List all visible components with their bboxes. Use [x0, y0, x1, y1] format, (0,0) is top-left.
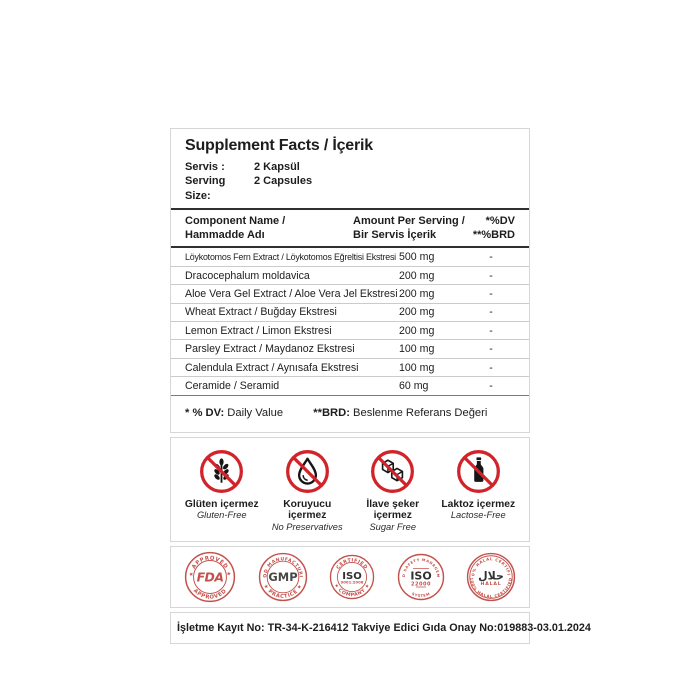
- table-row: Löykotomos Fern Extract / Löykotomos Eğr…: [185, 251, 493, 264]
- milk-bottle-crossed-icon: [456, 449, 500, 493]
- header-amount: Amount Per Serving / Bir Servis İçerik: [353, 214, 465, 242]
- claim-title: Laktoz içermez: [441, 498, 516, 510]
- supplement-facts-card: Supplement Facts / İçerik Servis : 2 Kap…: [170, 128, 530, 433]
- gmp-badge: GOOD MANUFACTURING ★ PRACTICE ★ GMP: [258, 552, 307, 602]
- droplet-crossed-icon: [285, 449, 329, 493]
- iso-text: ISO: [342, 571, 362, 582]
- gmp-text: GMP: [268, 570, 297, 584]
- claim-title: Koruyucu içermez: [283, 498, 332, 522]
- halal-arabic-text: حلال: [478, 570, 504, 583]
- fda-approved-badge: ★ APPROVED ★ APPROVED FDA: [184, 552, 236, 603]
- serving-size-row: Serving Size: 2 Capsules: [185, 174, 515, 203]
- table-row: Calendula Extract / Aynısafa Ekstresi 10…: [171, 357, 529, 376]
- supplement-label: Supplement Facts / İçerik Servis : 2 Kap…: [170, 128, 591, 648]
- svg-text:★ PRACTICE ★: ★ PRACTICE ★: [261, 584, 303, 601]
- table-row: Wheat Extract / Buğday Ekstresi 200 mg -: [171, 302, 529, 321]
- table-body: Löykotomos Fern Extract / Löykotomos Eğr…: [171, 248, 529, 394]
- table-row: Aloe Vera Gel Extract / Aloe Vera Jel Ek…: [171, 284, 529, 302]
- claim-title: Glüten içermez: [184, 498, 259, 510]
- serving-size-value: 2 Capsules: [254, 175, 313, 188]
- servis-value: 2 Kapsül: [254, 161, 300, 173]
- claim-subtitle: Gluten-Free: [196, 510, 247, 521]
- brd-footnote-label: **BRD:: [313, 406, 350, 419]
- servis-row: Servis : 2 Kapsül: [185, 160, 515, 174]
- halal-badge: 100% HALAL CERTIFIED 100% HALAL CERTIFIE…: [466, 552, 516, 602]
- registration-footer-card: İşletme Kayıt No: TR-34-K-216412 Takviye…: [170, 612, 591, 645]
- claim-no-preservatives: Koruyucu içermez No Preservatives: [265, 448, 351, 534]
- certification-badges-card: ★ APPROVED ★ APPROVED FDA GOOD MANUFACTU…: [170, 546, 530, 609]
- claim-title: İlave şeker içermez: [366, 498, 420, 522]
- serving-size-label: Serving Size:: [185, 175, 226, 202]
- claim-gluten-free: Glüten içermez Gluten-Free: [179, 448, 265, 534]
- claim-lactose-free: Laktoz içermez Lactose-Free: [436, 448, 522, 534]
- registration-text: İşletme Kayıt No: TR-34-K-216412 Takviye…: [177, 622, 591, 635]
- svg-text:SYSTEM: SYSTEM: [411, 592, 431, 598]
- iso-22000-badge: FOOD SAFETY MANAGEMENT SYSTEM ISO 22000: [397, 553, 444, 601]
- dv-footnote-text: Daily Value: [227, 406, 284, 419]
- header-component: Component Name / Hammadde Adı: [185, 214, 286, 242]
- sugar-cubes-crossed-icon: [371, 449, 415, 493]
- servis-label: Servis :: [185, 161, 225, 173]
- table-row: Parsley Extract / Maydanoz Ekstresi 100 …: [171, 339, 529, 357]
- table-row: Lemon Extract / Limon Ekstresi 200 mg -: [171, 321, 529, 339]
- table-header: Component Name / Hammadde Adı Amount Per…: [171, 207, 529, 249]
- page-title: Supplement Facts / İçerik: [185, 137, 373, 154]
- claim-subtitle: Lactose-Free: [450, 510, 506, 521]
- wheat-crossed-icon: [200, 449, 244, 493]
- halal-sub: HALAL: [481, 582, 502, 588]
- table-row: Ceramide / Seramid 60 mg -: [171, 376, 529, 394]
- iso22000-text: ISO: [410, 570, 431, 583]
- svg-text:APPROVED: APPROVED: [192, 588, 228, 601]
- claim-subtitle: Sugar Free: [369, 522, 416, 533]
- footnote: * % DV: Daily Value **BRD: Beslenme Refe…: [171, 394, 529, 432]
- iso-9001-badge: CERTIFIED ★ COMPANY ★ ISO 9001:2008: [329, 555, 375, 600]
- iso-22000-sub: 22000: [411, 582, 431, 588]
- facts-header-block: Supplement Facts / İçerik Servis : 2 Kap…: [171, 129, 529, 208]
- iso-9001-sub: 9001:2008: [341, 580, 364, 585]
- claim-subtitle: No Preservatives: [271, 522, 343, 533]
- table-row: Dracocephalum moldavica 200 mg -: [171, 265, 529, 284]
- dv-footnote-label: * % DV:: [185, 406, 225, 419]
- fda-text: FDA: [197, 570, 224, 585]
- svg-text:★ COMPANY ★: ★ COMPANY ★: [333, 583, 372, 599]
- free-from-claims-card: Glüten içermez Gluten-Free Koruyucu içer…: [170, 436, 530, 543]
- claim-sugar-free: İlave şeker içermez Sugar Free: [350, 448, 436, 534]
- header-dv: *%DV **%BRD: [472, 214, 515, 242]
- brd-footnote-text: Beslenme Referans Değeri: [353, 406, 488, 419]
